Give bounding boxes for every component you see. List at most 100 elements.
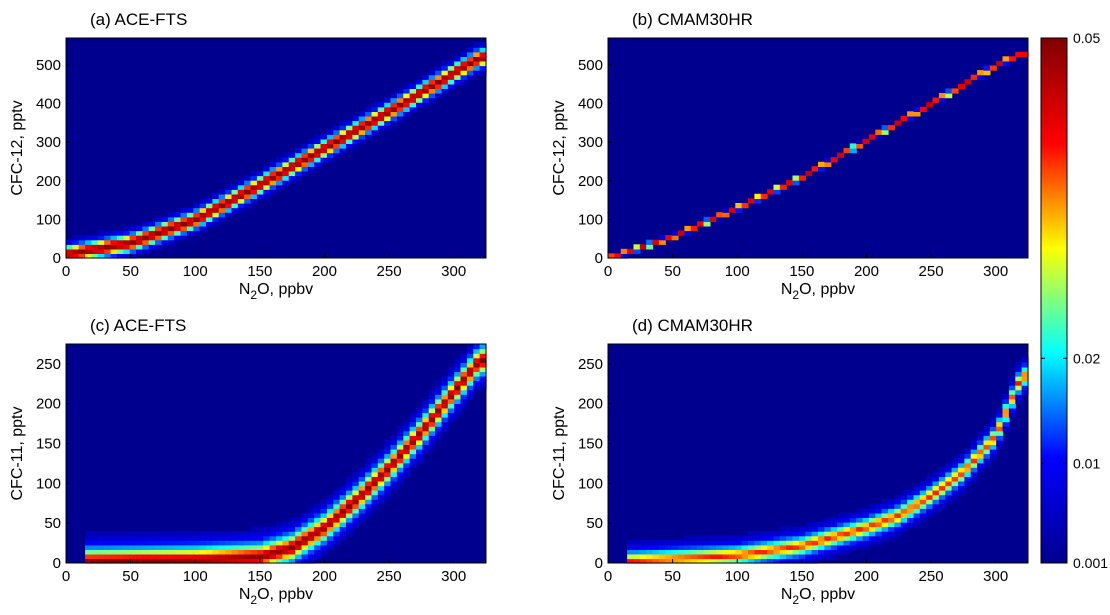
y-tick-label: 100 [36, 211, 61, 228]
heatmap-cell [384, 490, 392, 496]
y-tick-label: 0 [53, 555, 61, 572]
heatmap-cell [237, 549, 245, 555]
heatmap-cell [396, 435, 404, 441]
heatmap-cell [218, 198, 226, 204]
heatmap-cell [932, 490, 940, 496]
heatmap-cell [212, 544, 220, 550]
colorbar-tick-label: 0.02 [1073, 350, 1100, 366]
heatmap-cell [843, 549, 851, 555]
heatmap-cell [652, 553, 660, 560]
y-tick-label: 100 [578, 211, 603, 228]
heatmap-cell [199, 531, 207, 537]
heatmap-cell [269, 553, 277, 560]
heatmap-cell [627, 549, 635, 555]
heatmap-cell [384, 439, 392, 445]
heatmap-cell [409, 88, 417, 94]
heatmap-cell [256, 544, 264, 550]
heatmap-cell [358, 115, 366, 122]
heatmap-cell [473, 42, 481, 48]
heatmap-cell [447, 398, 455, 404]
y-tick-label: 300 [36, 134, 61, 151]
heatmap-cell [728, 558, 736, 564]
heatmap-cell [658, 544, 666, 550]
heatmap-cell [371, 476, 379, 482]
heatmap-cell [384, 102, 392, 108]
heatmap-cell [983, 70, 991, 76]
heatmap-cell [454, 362, 462, 368]
heatmap-cell [199, 225, 207, 232]
heatmap-cell [85, 239, 93, 245]
heatmap-cell [773, 535, 781, 541]
heatmap-cell [441, 83, 449, 89]
heatmap-cell [697, 535, 705, 541]
heatmap-cell [136, 230, 143, 236]
heatmap-cell [447, 65, 455, 71]
heatmap-cell [690, 549, 698, 555]
heatmap-cell [218, 549, 226, 555]
heatmap-cell [206, 553, 213, 560]
heatmap-cell [970, 444, 978, 450]
heatmap-cell [218, 193, 226, 199]
heatmap-cell [958, 490, 965, 496]
heatmap-cell [779, 553, 787, 560]
heatmap-cell [269, 558, 277, 564]
heatmap-cell [894, 526, 902, 532]
heatmap-cell [97, 549, 105, 555]
heatmap-cell [919, 499, 927, 505]
heatmap-cell [384, 106, 392, 112]
heatmap-cell [123, 535, 131, 541]
heatmap-cell [142, 244, 150, 250]
heatmap-cell [811, 553, 819, 560]
heatmap-cell [716, 553, 724, 560]
x-tick-label: 50 [664, 263, 681, 280]
heatmap-cell [282, 180, 290, 186]
heatmap-cell [422, 83, 430, 89]
heatmap-cell [384, 462, 392, 468]
plot-frame [65, 37, 487, 259]
heatmap-cell [818, 553, 825, 560]
heatmap-cell [377, 467, 385, 473]
heatmap-cell [326, 148, 334, 154]
heatmap-cell [805, 531, 813, 537]
heatmap-cell [970, 476, 978, 482]
heatmap-cell [926, 503, 934, 509]
heatmap-cell [326, 157, 334, 163]
heatmap-cell [237, 553, 245, 560]
heatmap-cell [977, 462, 985, 468]
heatmap-cell [320, 148, 328, 154]
heatmap-cell [409, 426, 417, 432]
heatmap-cell [919, 490, 927, 496]
heatmap-cell [479, 56, 487, 62]
x-tick-label: 200 [854, 263, 879, 280]
heatmap-cell [346, 531, 353, 537]
heatmap-cell [180, 221, 188, 227]
heatmap-cell [403, 430, 411, 436]
heatmap-cell [263, 184, 271, 190]
heatmap-cell [958, 458, 965, 464]
heatmap-cell [104, 248, 112, 254]
heatmap-cell [479, 366, 487, 372]
plot-background [608, 38, 1028, 258]
heatmap-cell [174, 531, 182, 537]
heatmap-cell [856, 526, 864, 532]
heatmap-cell [811, 549, 819, 555]
heatmap-cell [454, 375, 462, 382]
heatmap-cell [282, 526, 290, 532]
heatmap-cell [428, 403, 436, 409]
heatmap-cell [748, 535, 755, 541]
heatmap-cell [435, 380, 443, 386]
heatmap-cell [167, 544, 175, 550]
heatmap-cell [754, 549, 762, 555]
heatmap-cell [722, 207, 730, 213]
heatmap-cell [85, 558, 93, 564]
heatmap-cell [843, 512, 851, 518]
heatmap-cell [237, 544, 245, 550]
x-tick-label: 250 [377, 568, 402, 585]
heatmap-cell [868, 503, 876, 509]
heatmap-cell [1002, 426, 1010, 432]
heatmap-cell [174, 549, 182, 555]
heatmap-cell [703, 535, 711, 541]
heatmap-cell [148, 558, 156, 564]
heatmap-cell [288, 526, 296, 532]
